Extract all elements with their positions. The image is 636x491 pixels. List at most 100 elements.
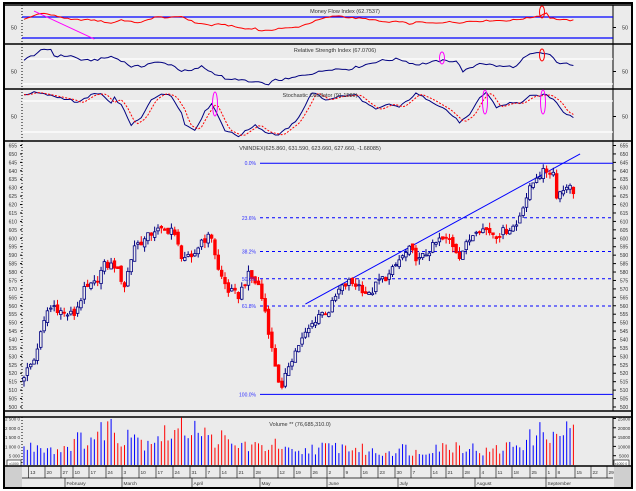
annotation-ellipse[interactable] <box>482 89 488 115</box>
candle[interactable] <box>226 279 231 297</box>
candle[interactable] <box>367 290 371 295</box>
candle[interactable] <box>132 240 137 262</box>
candle[interactable] <box>390 264 395 278</box>
mfi-panel[interactable] <box>4 4 632 44</box>
candle[interactable] <box>243 283 247 289</box>
candle[interactable] <box>293 348 298 363</box>
candle[interactable] <box>250 270 254 284</box>
candle[interactable] <box>384 276 388 282</box>
candle[interactable] <box>96 276 100 287</box>
candle[interactable] <box>504 224 509 236</box>
candle[interactable] <box>146 232 150 245</box>
candle[interactable] <box>159 224 164 234</box>
rsi-panel[interactable] <box>4 43 632 89</box>
candle[interactable] <box>397 255 401 270</box>
candle[interactable] <box>246 265 251 291</box>
candle[interactable] <box>343 283 348 290</box>
candle[interactable] <box>55 299 60 316</box>
candle[interactable] <box>273 344 277 367</box>
candle[interactable] <box>544 165 549 178</box>
candle[interactable] <box>280 377 284 390</box>
candle[interactable] <box>363 286 368 294</box>
candle[interactable] <box>370 287 375 296</box>
candle[interactable] <box>481 223 485 234</box>
candle[interactable] <box>437 232 442 247</box>
date-axis[interactable] <box>4 465 632 487</box>
candle[interactable] <box>511 224 515 232</box>
candle[interactable] <box>420 252 425 260</box>
candle[interactable] <box>565 184 569 193</box>
candle[interactable] <box>353 278 358 290</box>
candle[interactable] <box>162 227 167 231</box>
candle[interactable] <box>541 164 545 183</box>
candle[interactable] <box>571 186 576 199</box>
candle[interactable] <box>337 285 341 299</box>
candle[interactable] <box>183 251 187 262</box>
candle[interactable] <box>42 316 46 334</box>
candle[interactable] <box>199 238 204 250</box>
candle[interactable] <box>461 250 465 260</box>
candle[interactable] <box>28 363 33 370</box>
candle[interactable] <box>62 307 66 317</box>
candle[interactable] <box>554 169 559 200</box>
candle[interactable] <box>497 233 502 243</box>
candle[interactable] <box>357 279 361 291</box>
candle[interactable] <box>39 330 43 350</box>
candle[interactable] <box>240 282 244 301</box>
candle[interactable] <box>49 305 53 313</box>
candle[interactable] <box>400 254 405 261</box>
candle[interactable] <box>149 232 153 241</box>
candle[interactable] <box>410 243 415 254</box>
candle[interactable] <box>203 234 207 249</box>
candle[interactable] <box>156 224 160 235</box>
candle[interactable] <box>434 241 438 248</box>
candle[interactable] <box>112 257 117 273</box>
candle[interactable] <box>380 276 385 283</box>
candle[interactable] <box>347 277 351 291</box>
candle[interactable] <box>454 243 458 254</box>
candle[interactable] <box>219 265 224 280</box>
candle[interactable] <box>92 275 97 286</box>
candle[interactable] <box>69 306 73 316</box>
candle[interactable] <box>377 273 381 285</box>
candle[interactable] <box>430 239 435 254</box>
candle[interactable] <box>32 358 36 365</box>
candle[interactable] <box>514 220 519 231</box>
candle[interactable] <box>270 327 274 352</box>
candle[interactable] <box>82 281 86 304</box>
candle[interactable] <box>330 297 334 313</box>
candle[interactable] <box>407 244 411 257</box>
candle[interactable] <box>467 234 472 246</box>
candle[interactable] <box>129 259 133 275</box>
candle[interactable] <box>320 311 324 318</box>
candle[interactable] <box>303 327 308 339</box>
candle[interactable] <box>166 227 170 235</box>
candle[interactable] <box>89 281 93 291</box>
candle[interactable] <box>99 266 103 290</box>
candle[interactable] <box>122 281 127 293</box>
candle[interactable] <box>424 249 428 257</box>
candle[interactable] <box>427 251 432 262</box>
candle[interactable] <box>102 259 107 275</box>
candle[interactable] <box>216 249 220 271</box>
candle[interactable] <box>206 231 210 248</box>
candle[interactable] <box>260 279 264 301</box>
candle[interactable] <box>253 275 257 285</box>
candle[interactable] <box>189 250 194 263</box>
candle[interactable] <box>360 281 365 297</box>
candle[interactable] <box>524 193 529 212</box>
annotation-ellipse[interactable] <box>212 91 218 117</box>
candle[interactable] <box>307 324 311 338</box>
candle[interactable] <box>25 362 30 382</box>
candle[interactable] <box>266 306 271 339</box>
candle[interactable] <box>233 283 237 294</box>
candle[interactable] <box>136 240 140 250</box>
candle[interactable] <box>119 265 123 285</box>
candle[interactable] <box>414 245 418 266</box>
annotation-ellipse[interactable] <box>540 89 546 115</box>
candle[interactable] <box>441 236 445 241</box>
candle[interactable] <box>568 183 572 194</box>
candle[interactable] <box>65 313 70 321</box>
candle[interactable] <box>471 235 475 242</box>
